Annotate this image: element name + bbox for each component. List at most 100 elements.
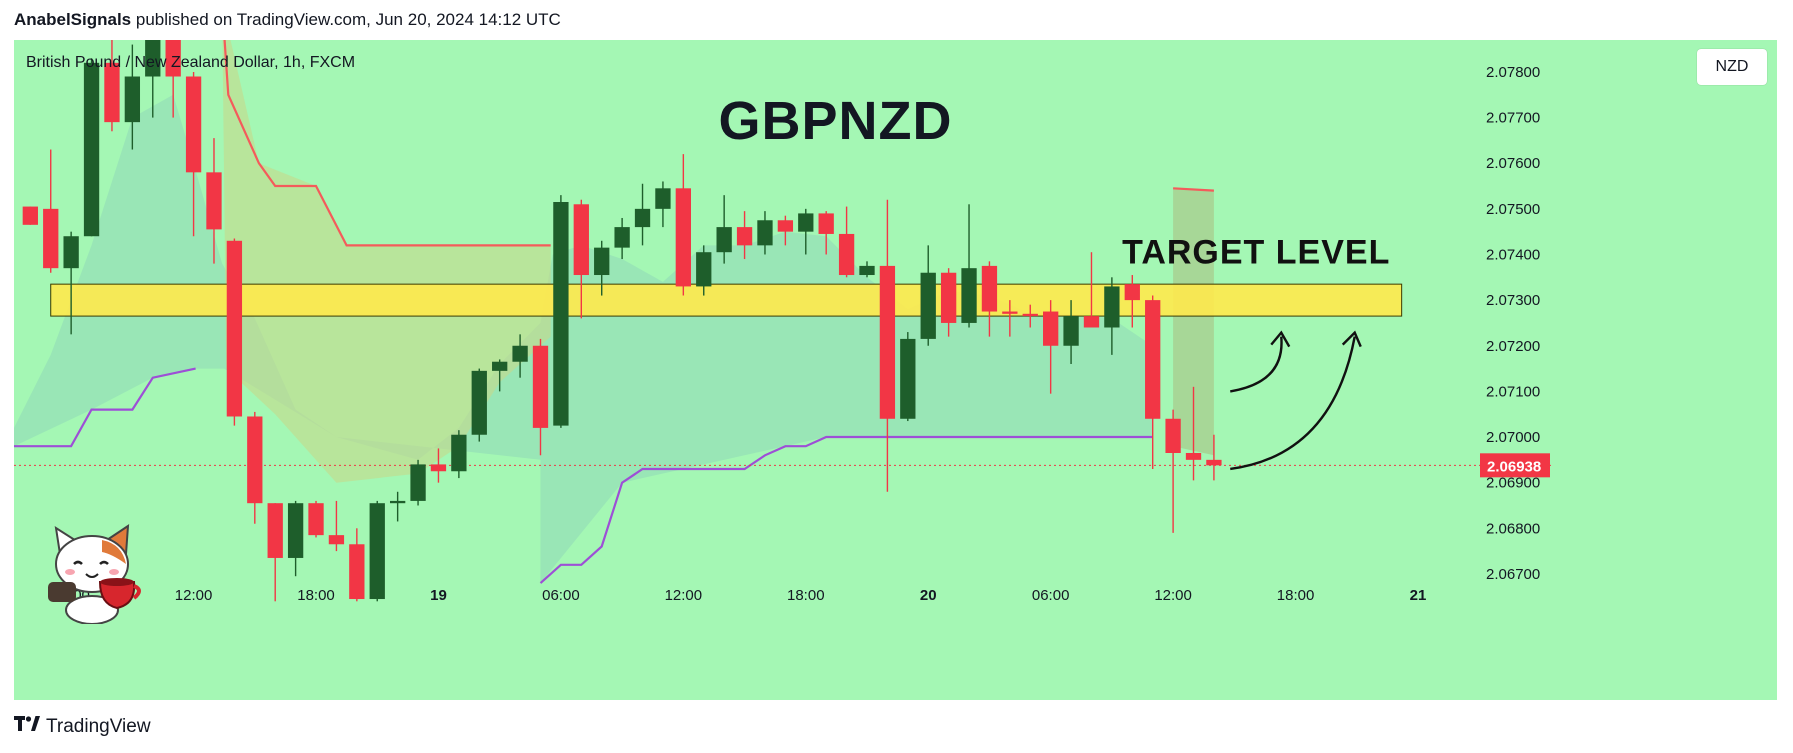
candle-body (634, 208, 651, 228)
candle-body (1043, 311, 1059, 346)
candle-body (859, 265, 875, 276)
candle-body (838, 233, 855, 276)
y-tick-label: 2.07100 (1486, 383, 1540, 400)
y-tick-label: 2.07200 (1486, 338, 1540, 355)
candle-body (492, 361, 508, 371)
x-tick-label: 18:00 (787, 587, 825, 604)
candle-body (1185, 452, 1202, 460)
candle-body (512, 345, 528, 362)
candle-body (940, 272, 957, 323)
y-tick-label: 2.06800 (1486, 520, 1540, 537)
price-chart[interactable]: TARGET LEVEL 2.07800 2.07700 2.07600 2.07500… (14, 40, 1777, 700)
candle-body (798, 213, 814, 232)
candle-body (696, 252, 712, 287)
candle-body (267, 503, 283, 558)
ichimoku-cloud-bearish (222, 40, 551, 483)
candle-body (920, 272, 936, 339)
x-tick-label: 21 (1410, 587, 1427, 604)
candle-body (900, 338, 916, 419)
candle-body (247, 416, 263, 504)
candle-body (655, 188, 671, 209)
x-tick-label: 19 (430, 587, 447, 604)
candle-body (675, 188, 691, 287)
x-tick-label: 12:00 (665, 587, 703, 604)
candle-body (451, 434, 467, 472)
author-name[interactable]: AnabelSignals (14, 10, 132, 29)
currency-badge[interactable]: NZD (1697, 49, 1767, 85)
candle-body (349, 544, 365, 600)
ichimoku-lower-line-2 (539, 435, 1153, 584)
candle-body (879, 265, 896, 419)
candle-body (471, 370, 487, 435)
candle-body (1002, 311, 1018, 314)
symbol-info[interactable]: British Pound / New Zealand Dollar, 1h, … (26, 54, 356, 71)
candle-body (83, 62, 100, 237)
candle-body (185, 76, 202, 173)
candle-body (553, 202, 569, 426)
candle-body (328, 535, 345, 545)
y-tick-label: 2.07500 (1486, 201, 1540, 218)
candle-body (1022, 313, 1038, 317)
brand-name: TradingView (46, 716, 151, 737)
footer-brand[interactable]: TradingView (14, 716, 151, 738)
candle-body (1083, 316, 1100, 328)
future-cloud (1173, 188, 1214, 456)
x-tick-label: 06:00 (1032, 587, 1070, 604)
candle-body (1165, 418, 1181, 453)
candle-body (594, 247, 610, 276)
x-tick-label: 18:00 (297, 587, 335, 604)
x-tick-label: 18:00 (1277, 587, 1315, 604)
x-tick-label: 06:00 (542, 587, 580, 604)
candle-body (165, 40, 181, 77)
arrow-head-1 (1270, 330, 1291, 348)
ichimoku-lower-line (14, 367, 196, 448)
candle-body (104, 62, 120, 123)
target-level-label: TARGET LEVEL (1122, 234, 1390, 272)
target-zone (50, 283, 1403, 317)
y-tick-label: 2.06700 (1486, 566, 1540, 583)
candle-body (287, 503, 304, 558)
candle-body (1124, 284, 1140, 301)
candle-body (63, 236, 79, 269)
candle-body (430, 464, 447, 472)
candle-body (1145, 300, 1161, 419)
candle-body (43, 208, 59, 269)
publish-header: AnabelSignals published on TradingView.c… (14, 10, 561, 30)
y-tick-label: 2.07300 (1486, 292, 1540, 309)
candle-body (777, 220, 794, 232)
y-tick-label: 2.06900 (1486, 475, 1540, 492)
candle-body (532, 345, 549, 428)
candle-body (818, 213, 834, 234)
candle-body (389, 500, 406, 504)
arrow-up-1 (1230, 336, 1283, 393)
arrow-head-2 (1341, 330, 1362, 348)
candle-body (614, 227, 630, 248)
y-tick-label: 2.07600 (1486, 155, 1540, 172)
candle-body (716, 227, 732, 253)
candle-body (145, 40, 161, 77)
cat-mascot-icon (48, 524, 141, 624)
current-price-label: 2.06938 (1487, 458, 1541, 475)
candle-body (124, 76, 141, 123)
candle-body (1063, 316, 1079, 346)
candle-body (736, 227, 753, 246)
chart-panel[interactable]: TARGET LEVEL 2.07800 2.07700 2.07600 2.07500… (14, 40, 1777, 700)
published-text: published on TradingView.com, Jun 20, 20… (135, 10, 561, 29)
candle-body (1104, 286, 1120, 328)
ichimoku-cloud (14, 94, 1153, 584)
candle-body (22, 206, 38, 225)
candle-body (410, 464, 426, 501)
candle-body (308, 503, 324, 536)
x-tick-label: 12:00 (1154, 587, 1192, 604)
ichimoku-upper-line (223, 40, 551, 247)
future-upper-line (1173, 187, 1214, 192)
candle-body (573, 204, 589, 276)
y-tick-label: 2.07700 (1486, 110, 1540, 127)
chart-title: GBPNZD (718, 91, 953, 151)
candle-body (981, 265, 998, 312)
candle-body (757, 220, 773, 246)
x-tick-label: 20 (920, 587, 937, 604)
candle-body (961, 268, 977, 323)
y-tick-label: 2.07400 (1486, 246, 1540, 263)
candle-body (226, 240, 243, 417)
